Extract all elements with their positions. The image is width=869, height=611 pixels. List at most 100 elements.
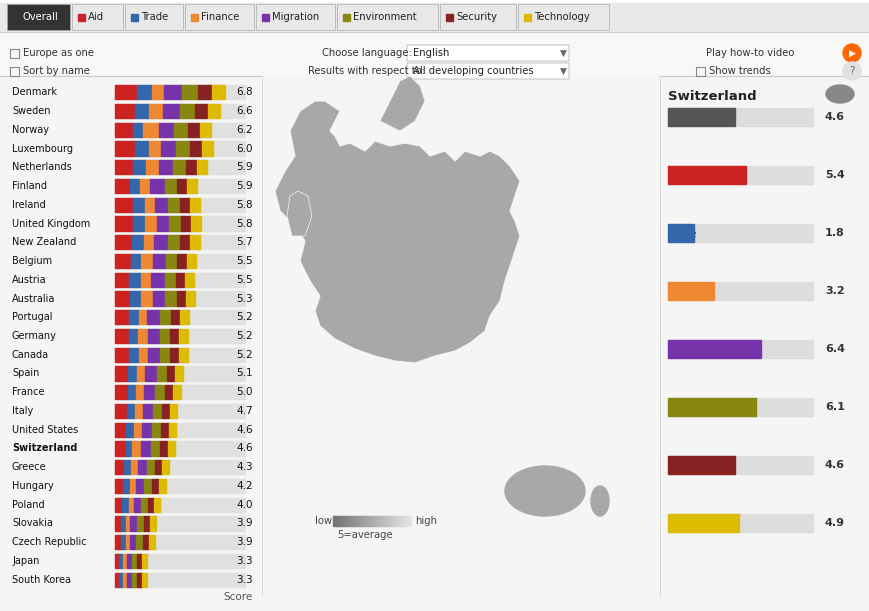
Text: ?: ? — [848, 66, 853, 76]
Bar — [347, 516, 348, 526]
Bar — [333, 516, 334, 526]
Bar — [122, 497, 129, 512]
Bar — [10, 49, 19, 58]
Bar — [135, 104, 149, 119]
Bar — [191, 216, 201, 231]
Bar — [13, 14, 20, 21]
Bar — [176, 142, 189, 156]
Bar — [129, 310, 139, 324]
Bar — [141, 254, 153, 268]
Bar — [135, 404, 143, 418]
Text: 4.7: 4.7 — [236, 406, 253, 416]
Bar — [115, 497, 122, 512]
Bar — [168, 441, 175, 456]
Text: 4.3: 4.3 — [236, 462, 253, 472]
Bar — [195, 104, 208, 119]
Bar — [173, 160, 186, 175]
Bar — [168, 235, 180, 249]
Bar — [202, 142, 213, 156]
Bar — [160, 310, 171, 324]
Bar — [115, 554, 119, 568]
Bar — [115, 441, 245, 456]
Bar — [124, 460, 131, 474]
Text: Finance: Finance — [667, 287, 707, 297]
Text: Spain: Spain — [12, 368, 39, 378]
Bar — [115, 423, 245, 437]
Text: 5.2: 5.2 — [236, 349, 253, 360]
Bar — [143, 123, 159, 137]
Bar — [115, 385, 128, 400]
Bar — [139, 348, 148, 362]
Bar — [0, 32, 869, 76]
Bar — [164, 86, 182, 100]
Bar — [163, 104, 180, 119]
Bar — [396, 516, 398, 526]
Bar — [369, 516, 370, 526]
Polygon shape — [287, 191, 312, 236]
Bar — [128, 385, 136, 400]
Bar — [397, 516, 399, 526]
Bar — [357, 516, 359, 526]
Text: Poland: Poland — [12, 500, 44, 510]
Bar — [141, 441, 151, 456]
Bar — [131, 254, 141, 268]
FancyBboxPatch shape — [72, 4, 123, 31]
Ellipse shape — [590, 486, 608, 516]
FancyBboxPatch shape — [8, 4, 70, 31]
Text: 6.4: 6.4 — [824, 344, 844, 354]
Bar — [181, 216, 191, 231]
Bar — [176, 291, 186, 306]
Bar — [142, 554, 147, 568]
Bar — [119, 554, 123, 568]
Bar — [115, 179, 245, 193]
Bar — [149, 142, 161, 156]
Bar — [129, 273, 141, 287]
Bar — [667, 398, 812, 416]
Bar — [123, 573, 127, 587]
Bar — [155, 385, 165, 400]
Bar — [169, 404, 176, 418]
Bar — [115, 86, 136, 100]
Bar — [129, 291, 141, 306]
Bar — [115, 198, 133, 212]
Bar — [405, 516, 407, 526]
Text: 5.2: 5.2 — [236, 331, 253, 341]
Bar — [180, 235, 189, 249]
Bar — [115, 535, 121, 549]
Text: Denmark: Denmark — [12, 87, 57, 97]
Bar — [378, 516, 380, 526]
Bar — [187, 254, 196, 268]
Bar — [188, 123, 200, 137]
Bar — [140, 179, 149, 193]
Text: high: high — [415, 516, 436, 526]
Bar — [153, 404, 162, 418]
Bar — [667, 398, 755, 416]
Bar — [123, 479, 129, 493]
Bar — [145, 198, 155, 212]
Bar — [169, 329, 179, 343]
Bar — [151, 441, 160, 456]
Bar — [142, 423, 152, 437]
Bar — [346, 516, 347, 526]
Bar — [115, 273, 245, 287]
Bar — [338, 516, 339, 526]
Bar — [132, 554, 136, 568]
Bar — [208, 104, 220, 119]
Bar — [187, 179, 196, 193]
Bar — [200, 123, 211, 137]
Bar — [370, 516, 372, 526]
Bar — [394, 516, 395, 526]
Bar — [372, 516, 373, 526]
Bar — [185, 273, 194, 287]
Bar — [179, 329, 188, 343]
Bar — [667, 108, 812, 126]
Bar — [115, 291, 129, 306]
Bar — [402, 516, 404, 526]
Bar — [136, 535, 143, 549]
Text: Austria: Austria — [12, 275, 47, 285]
Text: Overall: Overall — [23, 12, 59, 23]
Bar — [395, 516, 396, 526]
Bar — [380, 516, 381, 526]
Bar — [351, 516, 352, 526]
Bar — [667, 456, 733, 474]
